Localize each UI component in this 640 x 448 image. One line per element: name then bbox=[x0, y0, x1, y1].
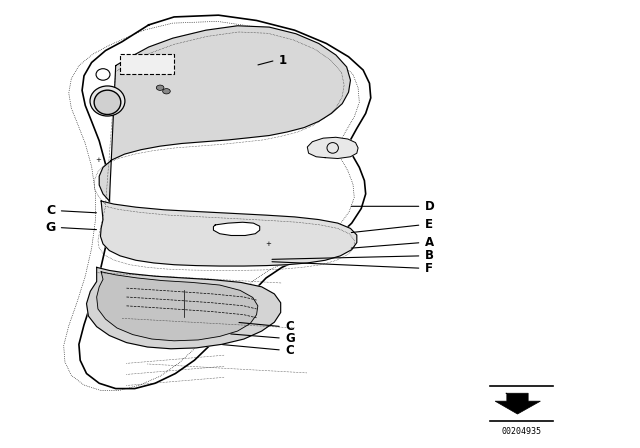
Text: 1: 1 bbox=[279, 54, 287, 67]
Circle shape bbox=[163, 89, 170, 94]
Ellipse shape bbox=[94, 90, 121, 115]
Text: G: G bbox=[45, 221, 56, 234]
Text: A: A bbox=[425, 236, 434, 249]
Ellipse shape bbox=[96, 69, 110, 80]
Polygon shape bbox=[86, 267, 281, 349]
FancyBboxPatch shape bbox=[120, 54, 174, 73]
Ellipse shape bbox=[90, 86, 125, 116]
Polygon shape bbox=[97, 272, 258, 341]
Text: G: G bbox=[285, 332, 295, 345]
Polygon shape bbox=[100, 201, 356, 266]
Text: C: C bbox=[285, 320, 294, 333]
Text: B: B bbox=[425, 250, 434, 263]
Text: E: E bbox=[425, 218, 433, 231]
Circle shape bbox=[156, 85, 164, 90]
Polygon shape bbox=[495, 393, 540, 414]
Text: C: C bbox=[46, 204, 56, 217]
Polygon shape bbox=[99, 26, 351, 201]
Text: F: F bbox=[425, 262, 433, 275]
Text: +: + bbox=[95, 157, 101, 163]
Text: +: + bbox=[265, 241, 271, 247]
Text: 00204935: 00204935 bbox=[502, 426, 541, 435]
Polygon shape bbox=[307, 137, 358, 159]
Polygon shape bbox=[213, 222, 260, 236]
Text: D: D bbox=[425, 200, 435, 213]
Text: C: C bbox=[285, 344, 294, 357]
Polygon shape bbox=[79, 15, 371, 388]
